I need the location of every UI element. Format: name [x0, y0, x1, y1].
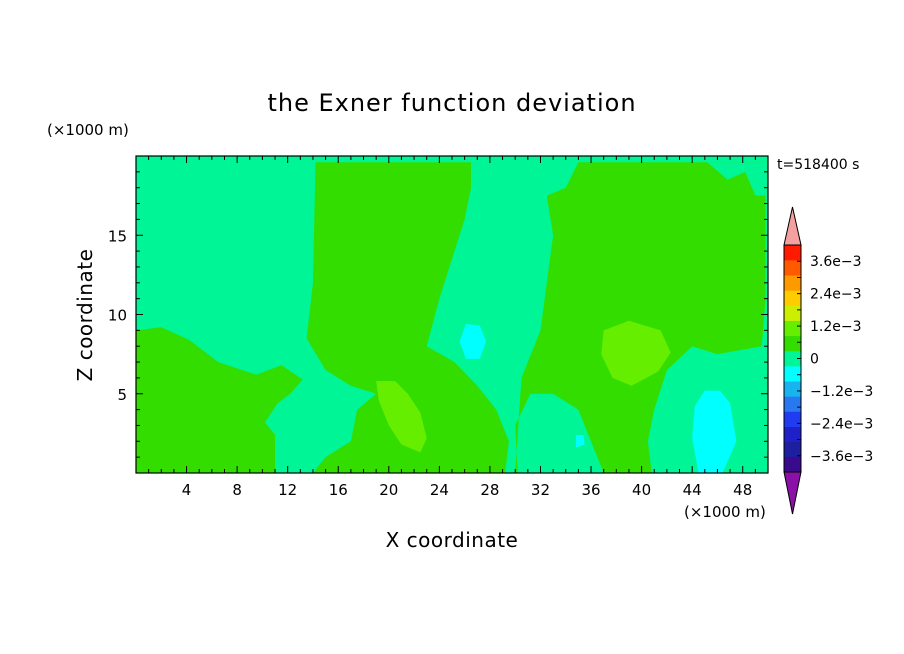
x-tick-label: 28: [480, 481, 499, 499]
contour-region-5: [601, 320, 671, 386]
y-axis-label: Z coordinate: [73, 249, 97, 382]
y-unit-label: (×1000 m): [47, 121, 129, 139]
colorbar-tick-label: 2.4e−3: [810, 287, 862, 303]
x-tick-label: 4: [182, 481, 192, 499]
colorbar-segment: [784, 396, 801, 412]
colorbar-segment: [784, 350, 801, 367]
x-tick-label: 8: [232, 481, 242, 499]
colorbar-segment: [784, 275, 801, 291]
contour-region-10: [692, 390, 737, 473]
x-axis-label: X coordinate: [386, 528, 519, 552]
time-label: t=518400 s: [777, 157, 859, 173]
y-tick-label: 5: [117, 386, 127, 404]
x-tick-label: 20: [379, 481, 398, 499]
colorbar-segment: [784, 320, 801, 337]
x-unit-label: (×1000 m): [684, 503, 766, 521]
colorbar-segment: [784, 456, 801, 473]
contour-region-9: [575, 435, 585, 448]
colorbar-tick-label: −3.6e−3: [810, 449, 873, 465]
colorbar-segment: [784, 441, 801, 458]
x-tick-label: 40: [632, 481, 651, 499]
chart-title: the Exner function deviation: [267, 89, 636, 117]
colorbar-tick-label: 3.6e−3: [810, 254, 862, 270]
x-tick-label: 12: [278, 481, 297, 499]
y-tick-label: 10: [108, 307, 127, 325]
x-tick-label: 44: [683, 481, 702, 499]
colorbar-under-arrow: [783, 471, 802, 515]
contour-region-4: [376, 381, 427, 453]
colorbar-segment: [784, 426, 801, 443]
colorbar-segment: [784, 260, 801, 276]
colorbar-segment: [784, 411, 801, 427]
colorbar-segment: [784, 335, 801, 352]
plot-area: [136, 156, 768, 473]
y-tick-label: 15: [108, 227, 127, 245]
colorbar-over-arrow: [783, 206, 802, 246]
contour-region-1: [136, 327, 303, 473]
x-tick-label: 16: [329, 481, 348, 499]
contour-region-3: [515, 162, 766, 473]
colorbar-tick-label: −2.4e−3: [810, 416, 873, 432]
colorbar-segment: [784, 366, 801, 382]
colorbar: 3.6e−3 2.4e−3 1.2e−3 0 −1.2e−3 −2.4e−3 −3.6e−3: [783, 206, 873, 515]
colorbar-segment: [784, 290, 801, 306]
contour-region-2: [306, 162, 509, 473]
colorbar-segment: [784, 245, 801, 261]
x-tick-label: 48: [733, 481, 752, 499]
colorbar-tick-label: 1.2e−3: [810, 319, 862, 335]
x-tick-label: 36: [581, 481, 600, 499]
colorbar-tick-label: 0: [810, 352, 819, 368]
x-tick-label: 24: [430, 481, 449, 499]
x-tick-label: 32: [531, 481, 550, 499]
colorbar-segment: [784, 381, 801, 397]
colorbar-tick-label: −1.2e−3: [810, 384, 873, 400]
contour-region-6: [707, 162, 766, 196]
colorbar-segment: [784, 305, 801, 321]
contour-region-8: [459, 324, 487, 359]
